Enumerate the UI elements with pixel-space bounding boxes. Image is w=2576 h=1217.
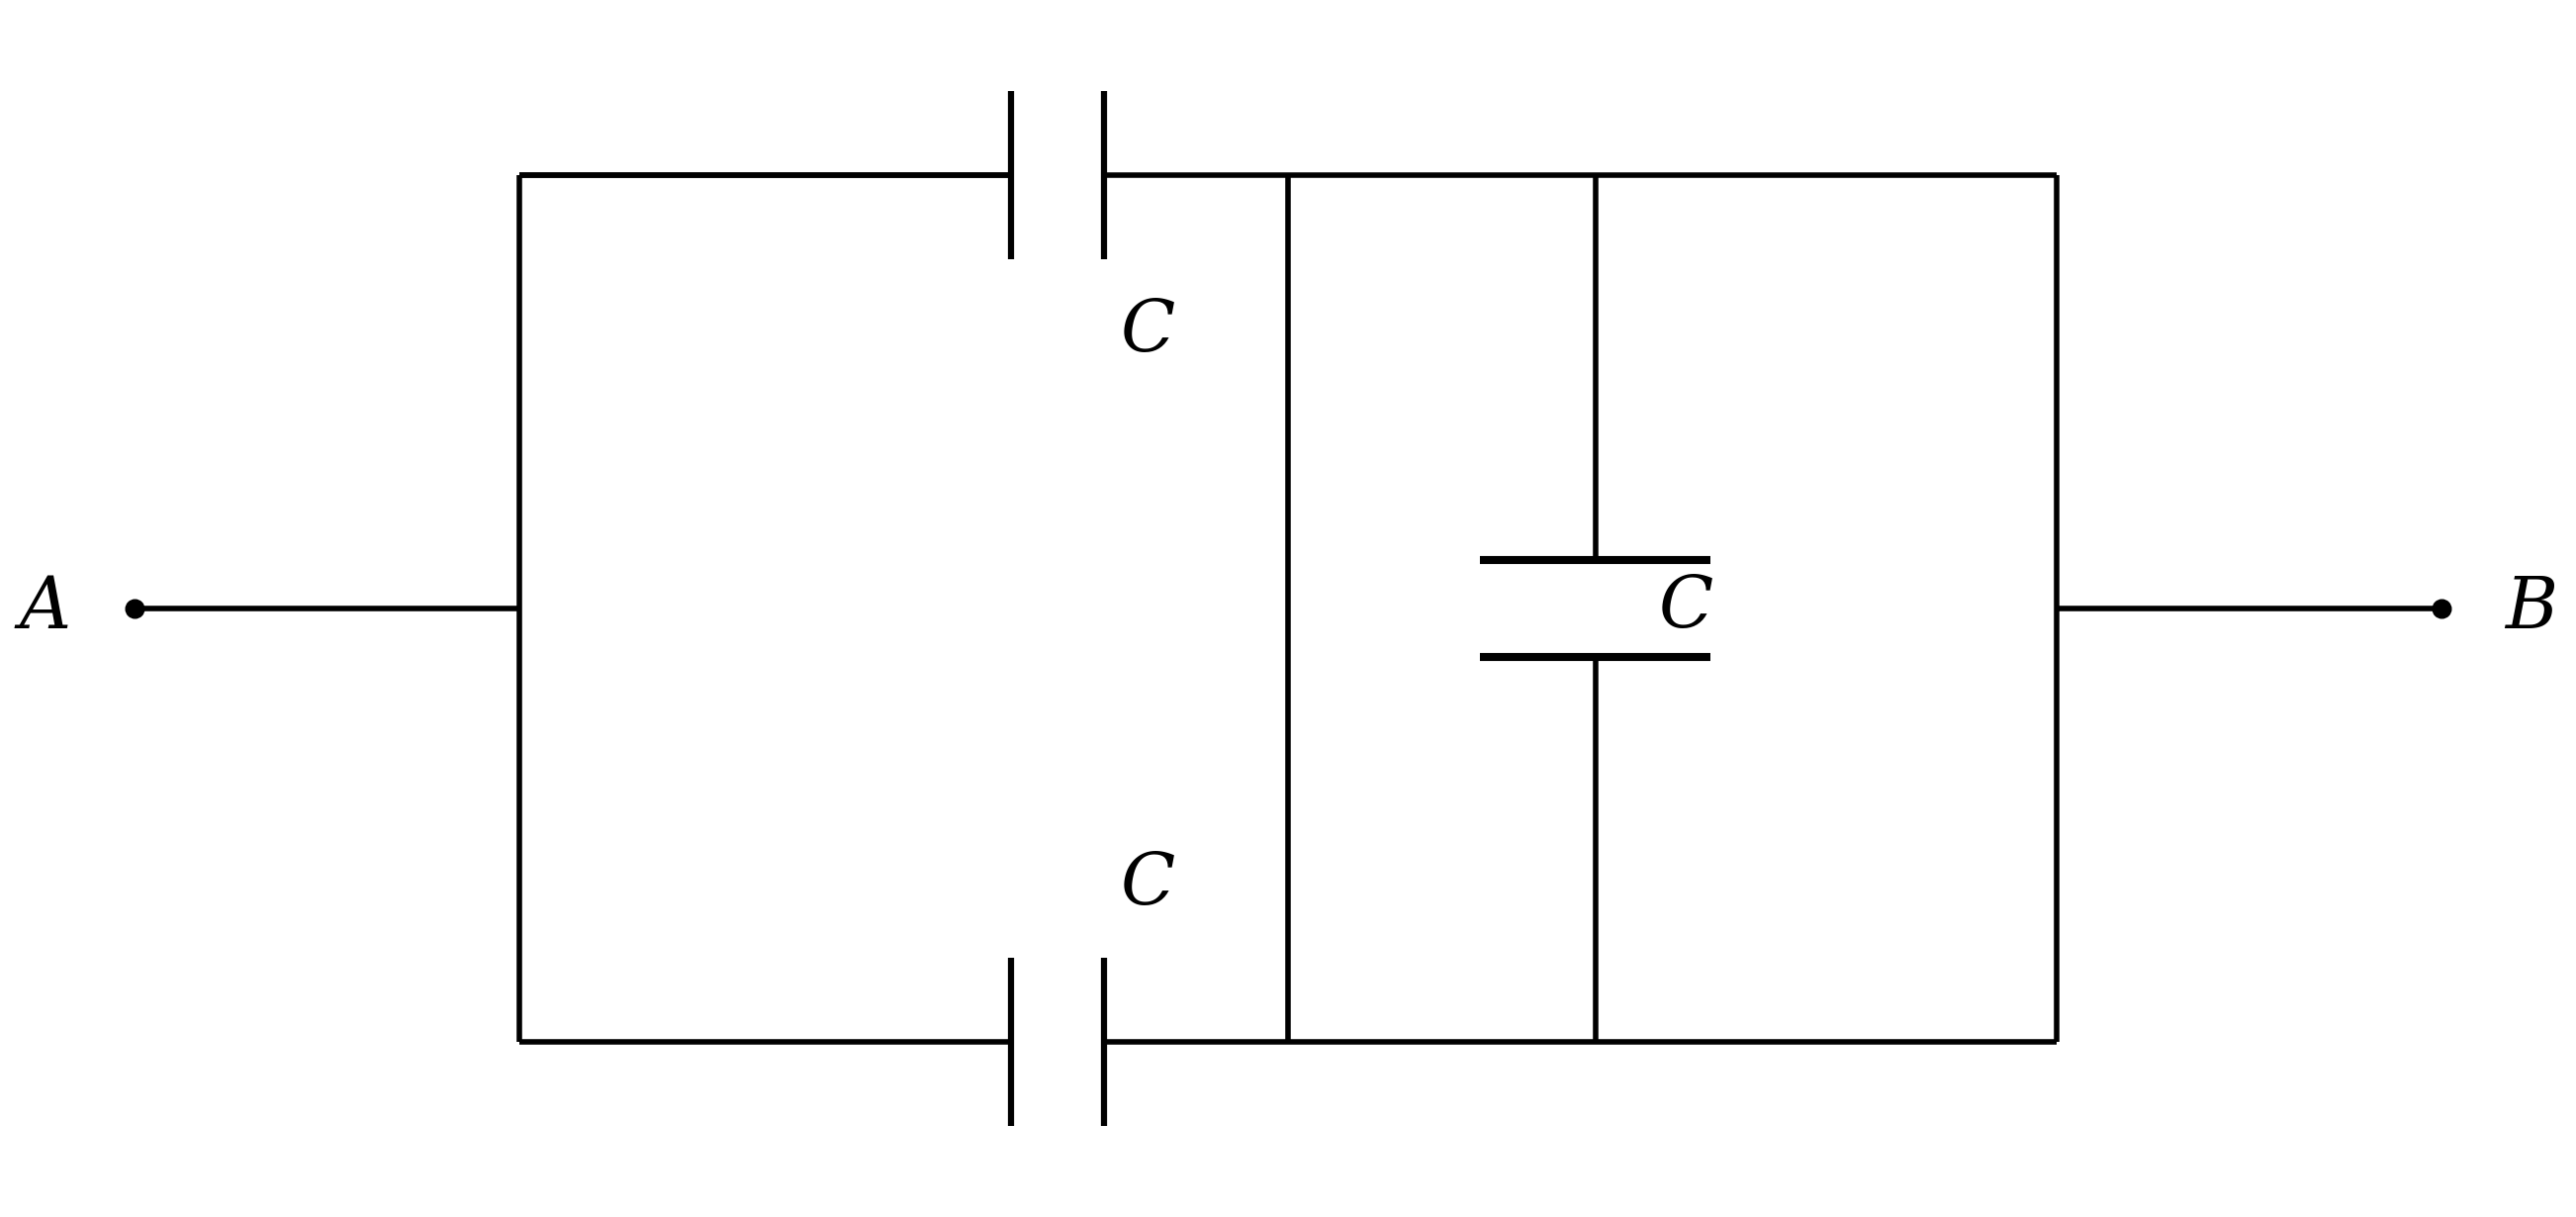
Text: B: B [2504, 573, 2558, 644]
Point [113, 599, 155, 618]
Text: C: C [1121, 297, 1175, 366]
Text: C: C [1659, 573, 1713, 644]
Point [2421, 599, 2463, 618]
Text: A: A [21, 573, 72, 644]
Text: C: C [1121, 851, 1175, 920]
